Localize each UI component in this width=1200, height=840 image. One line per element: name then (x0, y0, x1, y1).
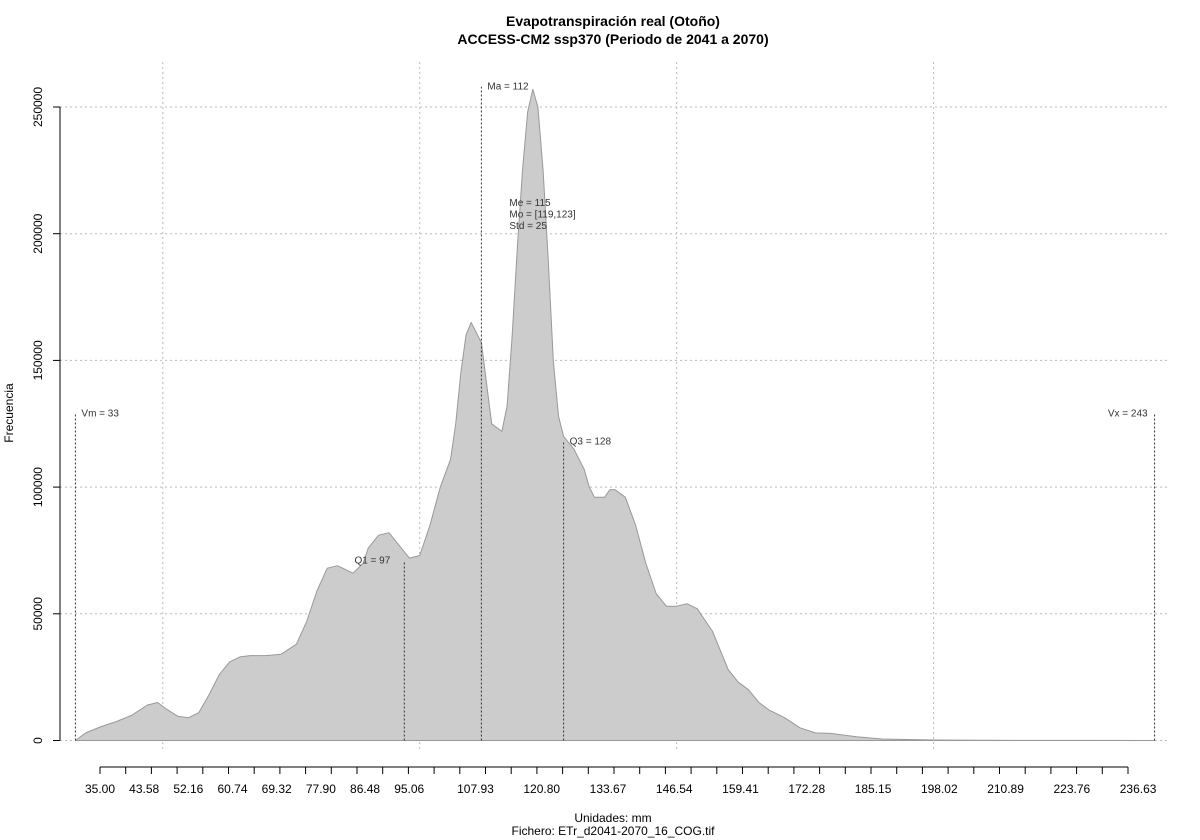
y-tick-label: 150000 (31, 340, 45, 380)
x-tick-label: 43.58 (129, 782, 159, 796)
x-tick-label: 120.80 (523, 782, 560, 796)
stats-text: Std = 25 (509, 221, 547, 232)
x-tick-label: 52.16 (173, 782, 203, 796)
chart-subtitle: ACCESS-CM2 ssp370 (Periodo de 2041 a 207… (457, 31, 768, 47)
y-tick-label: 100000 (31, 467, 45, 507)
stats-text: Me = 115 (509, 198, 551, 209)
x-tick-label: 35.00 (85, 782, 115, 796)
chart-title: Evapotranspiración real (Otoño) (506, 13, 720, 29)
x-tick-label: 185.15 (855, 782, 892, 796)
y-axis-label: Frecuencia (2, 383, 16, 443)
density-area (74, 88, 1156, 741)
x-tick-label: 95.06 (394, 782, 424, 796)
y-tick-label: 200000 (31, 213, 45, 253)
stats-text: Mo = [119,123] (509, 210, 575, 221)
reference-label: Vx = 243 (1108, 409, 1148, 420)
x-tick-label: 77.90 (306, 782, 336, 796)
x-tick-label: 236.63 (1120, 782, 1157, 796)
y-tick-label: 50000 (31, 597, 45, 631)
reference-label: Q3 = 128 (570, 436, 612, 447)
grid (60, 62, 1170, 752)
x-tick-label: 210.89 (987, 782, 1024, 796)
reference-label: Ma = 112 (487, 82, 529, 93)
annotations: Vm = 33 Q1 = 97 Ma = 112 Q3 = 128 Vx = 243 Me… (81, 82, 1148, 567)
reference-lines (74, 86, 1156, 741)
y-tick-label: 250000 (31, 87, 45, 127)
x-tick-label: 107.93 (457, 782, 494, 796)
reference-label: Vm = 33 (81, 409, 119, 420)
file-caption: Fichero: ETr_d2041-2070_16_COG.tif (512, 824, 716, 838)
x-tick-label: 159.41 (722, 782, 759, 796)
reference-label: Q1 = 97 (354, 556, 390, 567)
axes: 0 50000 100000 150000 200000 250000 35.00 43.58… (31, 87, 1157, 796)
x-tick-label: 60.74 (218, 782, 248, 796)
x-tick-label: 86.48 (350, 782, 380, 796)
x-tick-label: 133.67 (590, 782, 627, 796)
x-tick-label: 146.54 (656, 782, 693, 796)
x-tick-label: 223.76 (1053, 782, 1090, 796)
density-area-path (74, 88, 1156, 741)
x-tick-label: 172.28 (788, 782, 825, 796)
y-tick-label: 0 (31, 737, 45, 744)
x-tick-label: 198.02 (921, 782, 958, 796)
x-axis-label: Unidades: mm (574, 811, 651, 825)
x-tick-label: 69.32 (262, 782, 292, 796)
